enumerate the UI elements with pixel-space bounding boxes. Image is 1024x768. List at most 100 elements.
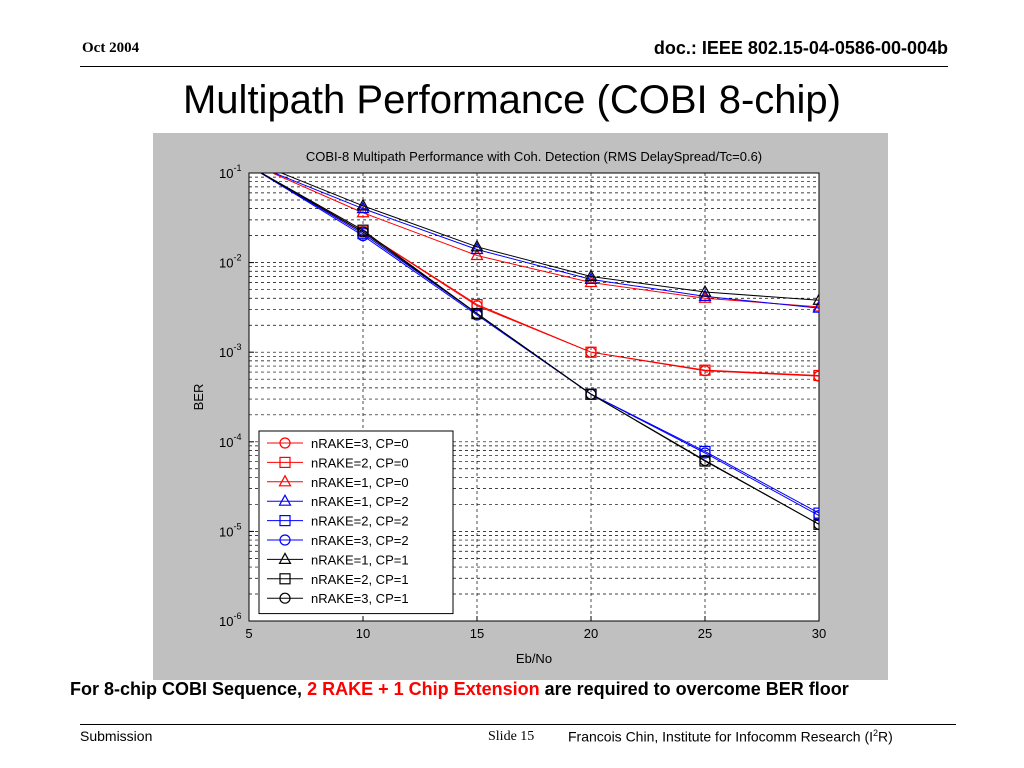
legend-entry: nRAKE=3, CP=2 bbox=[267, 533, 409, 548]
y-tick-base: 10 bbox=[219, 435, 233, 450]
data-point-triangle bbox=[698, 291, 712, 303]
y-tick-label: 10-3 bbox=[219, 342, 241, 360]
legend-marker bbox=[279, 437, 291, 449]
legend-marker bbox=[279, 592, 291, 604]
data-point-circle bbox=[813, 518, 819, 530]
data-point-circle bbox=[357, 226, 369, 238]
legend-marker bbox=[279, 515, 291, 527]
legend-label: nRAKE=3, CP=0 bbox=[311, 436, 409, 451]
footer-author-sup: 2 bbox=[873, 728, 879, 738]
footer-slide-number: Slide 15 bbox=[488, 729, 535, 744]
x-tick-label: 5 bbox=[245, 626, 252, 641]
y-tick-exponent: -3 bbox=[233, 342, 241, 352]
legend-label: nRAKE=2, CP=1 bbox=[311, 572, 409, 587]
legend-label: nRAKE=2, CP=0 bbox=[311, 455, 409, 470]
chart-title: COBI-8 Multipath Performance with Coh. D… bbox=[306, 149, 762, 164]
footer-author-end: R) bbox=[878, 728, 893, 745]
data-point-triangle bbox=[356, 198, 370, 211]
data-point-triangle bbox=[470, 239, 484, 252]
data-point-triangle bbox=[356, 201, 370, 214]
y-tick-base: 10 bbox=[219, 256, 233, 271]
series-8 bbox=[260, 173, 819, 530]
y-tick-label: 10-5 bbox=[219, 521, 241, 539]
legend-entry: nRAKE=1, CP=2 bbox=[267, 493, 409, 509]
x-tick-label: 25 bbox=[698, 626, 712, 641]
caption: For 8-chip COBI Sequence, 2 RAKE + 1 Chi… bbox=[70, 678, 978, 701]
footer-author-text: Francois Chin, Institute for Infocomm Re… bbox=[568, 728, 873, 745]
data-point-triangle bbox=[812, 300, 819, 313]
chart-figure: 5 10 15 20 25 30 10-1 10-2 10-3 10-4 10-5 10-6 COBI… bbox=[153, 133, 888, 680]
legend-label: nRAKE=1, CP=2 bbox=[311, 494, 409, 509]
series-line bbox=[273, 173, 819, 309]
data-point-square bbox=[585, 346, 597, 358]
data-point-triangle bbox=[584, 269, 598, 282]
caption-tail: are required to overcome BER floor bbox=[544, 679, 849, 699]
legend-box bbox=[258, 430, 454, 615]
legend-marker bbox=[278, 493, 292, 506]
series-line bbox=[260, 173, 819, 525]
series-line bbox=[271, 173, 819, 308]
legend-marker bbox=[278, 474, 292, 487]
data-point-square bbox=[699, 364, 711, 376]
y-tick-base: 10 bbox=[219, 614, 233, 629]
legend-entry: nRAKE=3, CP=0 bbox=[267, 436, 409, 451]
slide-title: Multipath Performance (COBI 8-chip) bbox=[182, 78, 841, 122]
y-tick-exponent: -2 bbox=[233, 253, 241, 263]
y-tick-exponent: -5 bbox=[233, 521, 241, 531]
data-point-triangle bbox=[698, 289, 712, 301]
y-tick-label: 10-6 bbox=[219, 611, 241, 629]
y-tick-label: 10-2 bbox=[219, 253, 241, 271]
series-line bbox=[280, 173, 819, 301]
legend-marker bbox=[279, 573, 291, 585]
data-point-triangle bbox=[584, 275, 598, 288]
series-line bbox=[259, 173, 819, 517]
data-point-circle bbox=[699, 447, 711, 459]
legend-entry: nRAKE=1, CP=1 bbox=[267, 552, 409, 567]
legend-label: nRAKE=3, CP=2 bbox=[311, 533, 409, 548]
legend-entry: nRAKE=3, CP=1 bbox=[267, 591, 409, 606]
legend-label: nRAKE=3, CP=1 bbox=[311, 591, 409, 606]
footer-author: Francois Chin, Institute for Infocomm Re… bbox=[568, 728, 893, 745]
y-tick-label: 10-4 bbox=[219, 432, 241, 450]
y-axis-label: BER bbox=[191, 384, 206, 411]
data-point-square bbox=[813, 369, 819, 382]
series-6 bbox=[280, 173, 819, 305]
legend-label: nRAKE=2, CP=2 bbox=[311, 514, 409, 529]
legend-entry: nRAKE=1, CP=0 bbox=[267, 474, 409, 490]
data-point-circle bbox=[699, 454, 711, 467]
legend: nRAKE=3, CP=0 nRAKE=2, CP=0 nRAKE=1, CP=0 n… bbox=[258, 430, 454, 615]
series-lines bbox=[259, 173, 819, 530]
caption-highlight: 2 RAKE + 1 Chip Extension bbox=[307, 679, 540, 699]
data-point-triangle bbox=[356, 205, 370, 218]
y-tick-exponent: -4 bbox=[233, 432, 241, 442]
footer-submission: Submission bbox=[80, 728, 153, 744]
legend-entry: nRAKE=2, CP=1 bbox=[267, 572, 409, 587]
y-tick-base: 10 bbox=[219, 524, 233, 539]
x-tick-label: 30 bbox=[812, 626, 826, 641]
y-tick-base: 10 bbox=[219, 345, 233, 360]
header-date: Oct 2004 bbox=[82, 40, 140, 56]
legend-entry: nRAKE=2, CP=0 bbox=[267, 455, 409, 470]
y-tick-label: 10-1 bbox=[219, 163, 241, 181]
footer-divider bbox=[80, 724, 956, 725]
x-tick-label: 20 bbox=[584, 626, 598, 641]
y-tick-exponent: -6 bbox=[233, 611, 241, 621]
legend-label: nRAKE=1, CP=0 bbox=[311, 475, 409, 490]
legend-label: nRAKE=1, CP=1 bbox=[311, 552, 409, 567]
series-3 bbox=[273, 173, 819, 313]
x-axis-label: Eb/No bbox=[516, 651, 552, 666]
data-point-triangle bbox=[470, 248, 484, 261]
data-point-triangle bbox=[698, 284, 712, 297]
header-divider bbox=[80, 66, 948, 67]
data-point-triangle bbox=[812, 293, 819, 305]
data-point-circle bbox=[471, 307, 483, 320]
x-tick-label: 10 bbox=[356, 626, 370, 641]
y-tick-base: 10 bbox=[219, 166, 233, 181]
legend-marker bbox=[279, 456, 291, 468]
data-point-circle bbox=[813, 510, 819, 522]
data-point-circle bbox=[585, 388, 597, 400]
y-tick-exponent: -1 bbox=[233, 163, 241, 173]
legend-marker bbox=[279, 534, 291, 546]
